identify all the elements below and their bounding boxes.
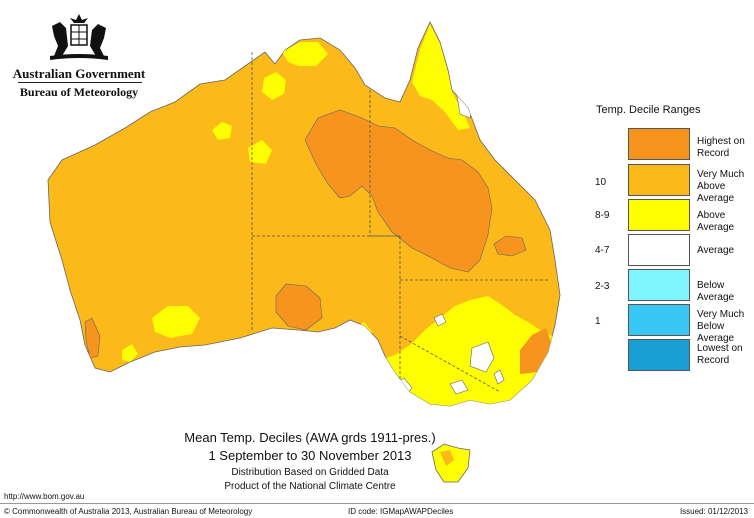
highest-sw-wa	[84, 317, 101, 359]
above-average-pilbara	[248, 140, 272, 164]
above-average-arnhem	[282, 42, 328, 66]
above-average-nt-west	[262, 72, 286, 100]
legend-label-very-much-below: Very Much Below Average	[697, 309, 745, 344]
legend-label-average: Average	[697, 245, 735, 256]
legend-label-highest: Highest on Record	[697, 136, 745, 159]
highest-se-coast	[520, 328, 552, 374]
legend-label-very-much-above: Very Much Above Average	[697, 169, 745, 204]
map-product-note: Product of the National Climate Centre	[224, 481, 396, 492]
average-victoria-1	[469, 341, 495, 373]
bom-url-link[interactable]: http://www.bom.gov.au	[4, 492, 85, 501]
highest-central-north	[304, 109, 493, 273]
header-divider	[18, 82, 142, 83]
legend-range-4-7: 4-7	[595, 245, 610, 256]
footer-divider	[0, 503, 754, 504]
legend-label-lowest: Lowest on Record	[697, 343, 743, 366]
legend-swatch-above	[628, 199, 690, 231]
id-code: ID code: IGMapAWAPDeciles	[348, 507, 454, 516]
state-borders	[251, 52, 548, 393]
highest-east-spot	[493, 235, 527, 257]
average-se-spot	[433, 313, 447, 327]
tasmania-orange-patch	[440, 450, 454, 466]
legend-label-below: Below Average	[697, 280, 735, 303]
legend-swatch-average	[628, 234, 690, 266]
coat-of-arms-icon	[50, 14, 108, 60]
above-average-sw-coast	[122, 344, 138, 362]
legend-swatch-very-much-below	[628, 304, 690, 336]
above-average-cape-york	[412, 24, 470, 130]
legend-label-above: Above Average	[697, 210, 735, 233]
above-average-kimberley	[212, 122, 232, 140]
legend-range-10: 10	[595, 177, 607, 188]
map-distribution-note: Distribution Based on Gridded Data	[231, 467, 389, 478]
average-nsw-coast	[493, 369, 505, 385]
above-average-southeast	[370, 296, 556, 406]
legend-swatch-lowest	[628, 339, 690, 371]
legend-range-2-3: 2-3	[595, 281, 610, 292]
above-average-wa-south	[152, 306, 200, 338]
map-period: 1 September to 30 November 2013	[208, 448, 412, 463]
average-victoria-3	[449, 379, 469, 395]
government-title: Australian Government	[12, 66, 146, 81]
legend-swatch-highest	[628, 128, 690, 160]
bureau-title: Bureau of Meteorology	[19, 85, 139, 99]
highest-sa-west	[275, 283, 323, 331]
legend-title: Temp. Decile Ranges	[596, 104, 701, 116]
legend-swatch-very-much-above	[628, 164, 690, 196]
legend-swatch-below	[628, 269, 690, 301]
legend-range-1: 1	[595, 316, 601, 327]
issued-date: Issued: 01/12/2013	[679, 507, 748, 516]
copyright-text: © Commonwealth of Australia 2013, Austra…	[4, 507, 253, 516]
legend-range-8-9: 8-9	[595, 210, 610, 221]
map-title: Mean Temp. Deciles (AWA grds 1911-pres.)	[184, 430, 436, 445]
